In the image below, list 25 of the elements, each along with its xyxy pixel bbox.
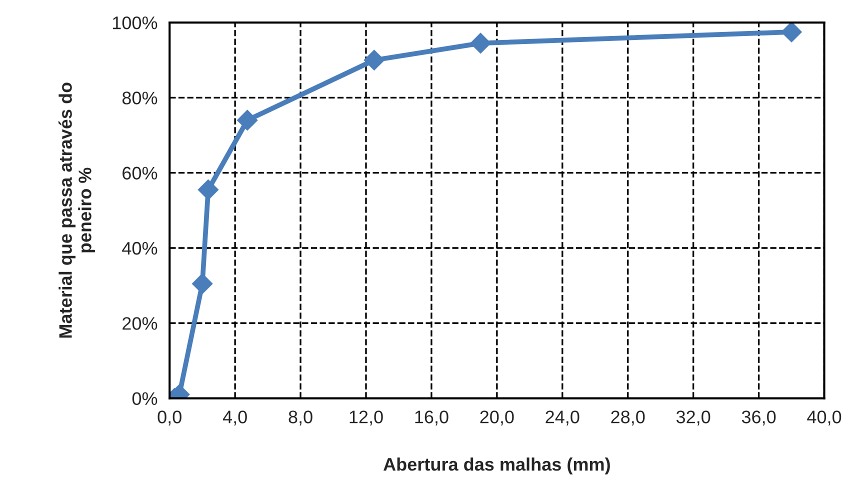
- y-tick-label: 100%: [112, 16, 158, 30]
- x-tick-label: 20,0: [480, 410, 514, 426]
- y-tick-label: 20%: [122, 317, 158, 330]
- y-axis-title: Material que passa através do peneiro %: [58, 82, 95, 338]
- x-tick-label: 36,0: [742, 410, 776, 426]
- point: [198, 179, 219, 200]
- x-tick-label: 28,0: [611, 410, 645, 426]
- point: [237, 110, 258, 131]
- y-tick-label: 60%: [122, 166, 158, 180]
- point: [192, 273, 213, 294]
- point: [470, 32, 491, 54]
- y-tick-label: 40%: [122, 242, 158, 255]
- x-tick-label: 0,0: [158, 410, 182, 426]
- x-tick-label: 16,0: [415, 410, 448, 426]
- point: [364, 50, 385, 70]
- x-tick-label: 8,0: [288, 410, 312, 426]
- y-tick-label: 80%: [122, 92, 158, 104]
- x-tick-label: 12,0: [350, 410, 383, 426]
- x-tick-label: 24,0: [546, 410, 580, 426]
- x-tick-label: 32,0: [676, 410, 710, 426]
- x-tick-label: 40,0: [807, 410, 842, 426]
- x-axis-title: Abertura das malhas (mm): [384, 457, 610, 474]
- point: [781, 22, 802, 42]
- x-tick-label: 4,0: [222, 410, 247, 426]
- y-tick-label: 0%: [132, 392, 158, 406]
